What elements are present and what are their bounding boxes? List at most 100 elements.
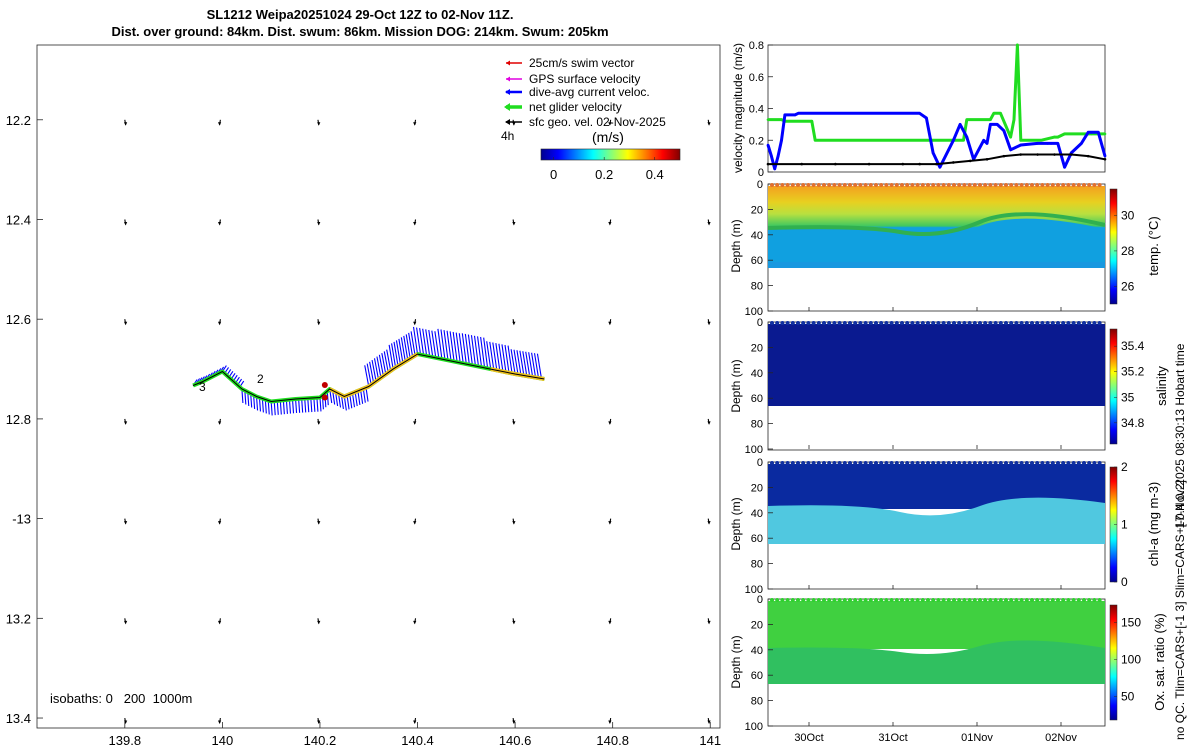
vel-point	[1070, 153, 1073, 156]
surface-dot	[1040, 598, 1045, 602]
surface-dot	[853, 321, 858, 325]
surface-dot	[920, 598, 925, 602]
surface-dot	[1024, 321, 1029, 325]
surface-dot	[863, 461, 868, 465]
current-vector	[492, 342, 498, 371]
oxygen-colorbar	[1109, 604, 1118, 721]
surface-dot	[785, 598, 790, 602]
current-vector	[276, 400, 279, 415]
vel-point	[1009, 135, 1012, 139]
cbar-tick-label: 0	[550, 167, 557, 182]
vel-point	[985, 142, 989, 145]
depth-tick-label: 60	[751, 255, 763, 267]
current-vector	[461, 333, 467, 365]
legend-net-velocity: net glider velocity	[504, 100, 622, 114]
surface-dot	[1082, 321, 1086, 325]
surface-dot	[962, 183, 967, 187]
geo-arrow-head	[217, 521, 222, 525]
surface-dot	[770, 321, 774, 325]
surface-dot	[1004, 598, 1008, 602]
surface-dot	[832, 321, 837, 325]
surface-dot	[863, 183, 868, 187]
current-vector	[307, 398, 310, 413]
current-vector	[525, 351, 531, 377]
surface-dot	[1056, 183, 1060, 187]
current-vector	[533, 353, 540, 379]
surface-dot	[842, 321, 847, 325]
surface-dot	[1092, 461, 1097, 465]
legend-swim-vector-label: 25cm/s swim vector	[529, 56, 634, 70]
surface-dot	[837, 598, 842, 602]
surface-dot	[1071, 461, 1076, 465]
surface-dot	[780, 598, 785, 602]
velocity-ticks: 0 0.2 0.4 0.6 0.8	[749, 40, 773, 179]
surface-dot	[931, 183, 936, 187]
surface-dot	[848, 183, 852, 187]
current-vector	[373, 358, 380, 380]
surface-dot	[796, 321, 800, 325]
current-vector	[261, 398, 264, 413]
geo-arrow-head	[217, 620, 222, 625]
vel-point	[952, 161, 955, 164]
surface-dot	[915, 598, 920, 602]
cb-tick-label: 150	[1121, 616, 1141, 630]
surface-dot	[894, 598, 899, 602]
vel-point	[1090, 131, 1093, 134]
surface-dot	[988, 183, 993, 187]
map-axes	[36, 44, 721, 729]
chla-cb-label: chl-a (mg m-3)	[1146, 482, 1161, 567]
surface-dot	[790, 598, 795, 602]
surface-dot	[983, 183, 988, 187]
surface-dot	[1035, 598, 1040, 602]
surface-dot	[952, 321, 956, 325]
current-vector	[467, 334, 473, 366]
current-vector	[483, 337, 489, 369]
current-vector	[464, 333, 470, 365]
depth-tick-label: 80	[751, 559, 763, 571]
surface-dot	[863, 321, 868, 325]
surface-dot	[1014, 461, 1019, 465]
current-vector	[295, 398, 298, 414]
surface-dot	[905, 598, 910, 602]
surface-dots	[770, 183, 1102, 602]
surface-dot	[1019, 598, 1024, 602]
current-vector	[381, 352, 387, 375]
vel-point	[982, 138, 985, 142]
current-vector	[378, 354, 384, 377]
surface-dot	[1045, 183, 1050, 187]
surface-dot	[822, 461, 826, 465]
surface-dot	[816, 461, 821, 465]
surface-dot	[816, 598, 821, 602]
current-vector	[362, 388, 366, 403]
surface-dot	[900, 598, 904, 602]
map-xtick-label: 140.4	[401, 733, 434, 748]
oxygen-ylabel: Depth (m)	[729, 635, 743, 688]
salinity-field	[768, 324, 1105, 406]
geo-arrow-head	[317, 221, 321, 226]
map-xtick-label: 140	[212, 733, 234, 748]
current-vector	[255, 396, 259, 411]
current-vector	[431, 330, 437, 358]
vel-point	[968, 159, 972, 163]
vel-point	[1022, 138, 1026, 142]
depth-tick-label: 60	[751, 533, 763, 545]
current-vector	[536, 353, 542, 379]
surface-dot	[1061, 183, 1066, 187]
current-vector	[443, 330, 449, 361]
vel-point	[867, 162, 871, 166]
surface-dot	[785, 461, 790, 465]
vel-point	[1019, 143, 1023, 147]
geo-arrow-head	[707, 720, 711, 725]
surface-dot	[879, 321, 884, 325]
surface-dot	[952, 598, 956, 602]
surface-dot	[1024, 598, 1029, 602]
surface-dot	[936, 461, 941, 465]
surface-dot	[1082, 598, 1086, 602]
current-vector	[310, 397, 313, 413]
surface-dot	[1004, 321, 1008, 325]
surface-dot	[785, 183, 790, 187]
geo-arrow-head	[317, 620, 321, 625]
current-vector	[531, 352, 537, 378]
surface-dot	[967, 183, 972, 187]
surface-dot	[957, 183, 962, 187]
